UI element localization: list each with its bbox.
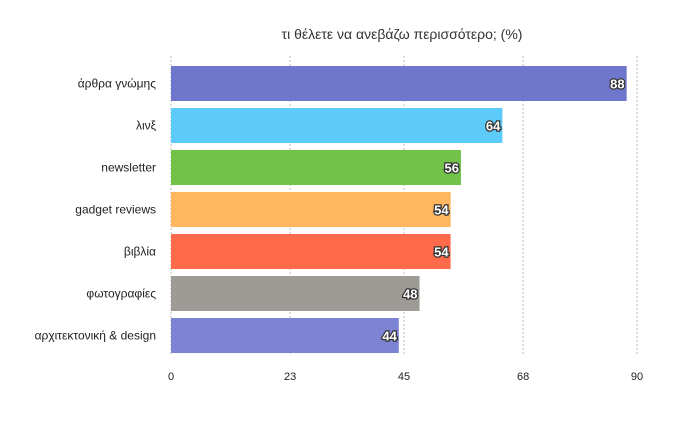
x-tick-label: 23	[284, 371, 296, 383]
data-label: 44	[382, 329, 397, 344]
data-label: 54	[434, 203, 449, 218]
data-label: 54	[434, 245, 449, 260]
data-label: 48	[403, 287, 417, 302]
category-labels: άρθρα γνώμης λινξ newsletter gadget reviews…	[35, 77, 157, 343]
data-label: 88	[610, 77, 624, 92]
category-label: βιβλία	[124, 245, 156, 259]
x-tick-label: 68	[517, 371, 529, 383]
category-label: newsletter	[101, 161, 156, 175]
data-label: 64	[486, 119, 501, 134]
category-label: λινξ	[136, 119, 157, 133]
x-tick-label: 45	[398, 371, 410, 383]
x-axis-ticks: 0 23 45 68 90	[168, 371, 643, 383]
category-label: φωτογραφίες	[86, 287, 156, 301]
bars	[171, 66, 627, 353]
x-tick-label: 0	[168, 371, 174, 383]
bar	[171, 318, 399, 353]
bar	[171, 276, 420, 311]
category-label: αρχιτεκτονική & design	[35, 329, 156, 343]
x-tick-label: 90	[631, 371, 643, 383]
chart-title: τι θέλετε να ανεβάζω περισσότερο; (%)	[282, 26, 523, 42]
bar	[171, 192, 451, 227]
category-label: άρθρα γνώμης	[78, 77, 156, 91]
category-label: gadget reviews	[75, 203, 156, 217]
bar	[171, 108, 503, 143]
bar	[171, 234, 451, 269]
bar	[171, 150, 461, 185]
data-label: 56	[444, 161, 458, 176]
bar	[171, 66, 627, 101]
data-labels: 88 64 56 54 54 48 44	[381, 75, 626, 345]
